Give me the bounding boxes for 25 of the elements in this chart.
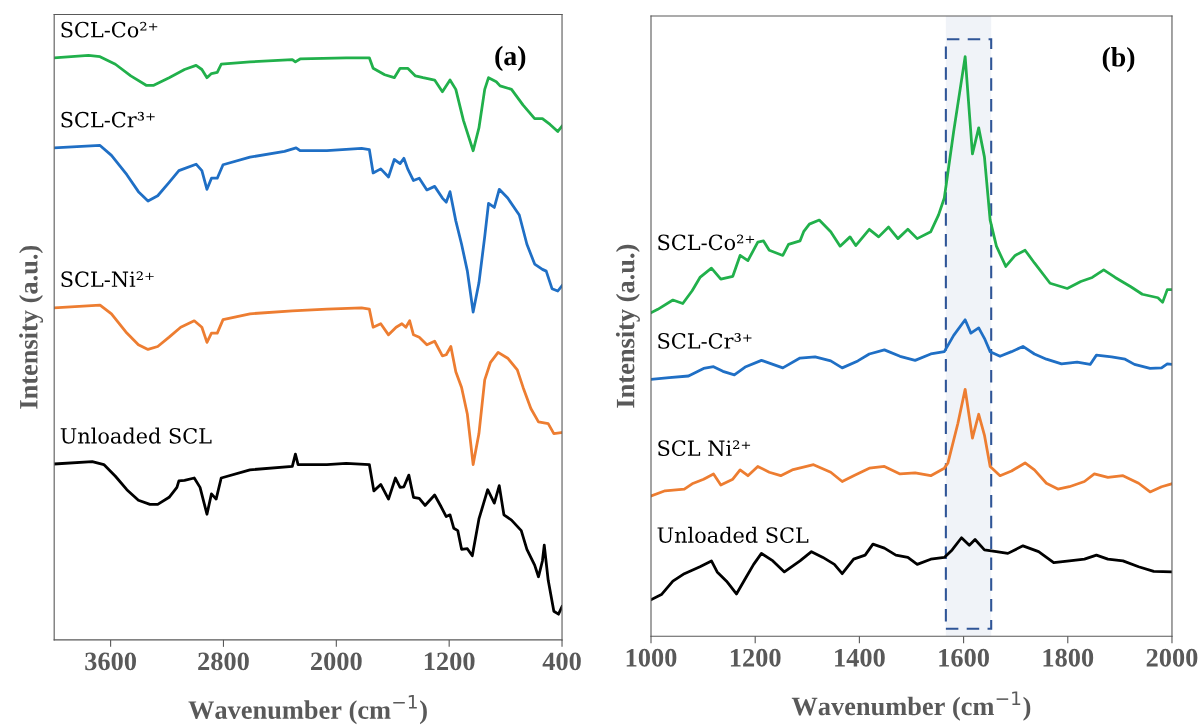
x-axis-title: Wavenumber (cm$^{−1}$)	[188, 695, 427, 725]
x-tick-label: 3600	[85, 652, 136, 671]
x-tick-label: 1800	[1043, 648, 1094, 667]
series-label: SCL-Ni²⁺	[61, 271, 154, 288]
series-label: SCL Ni²⁺	[658, 440, 751, 457]
series-label: Unloaded SCL	[657, 526, 809, 543]
chart-title: (a)	[495, 45, 526, 72]
x-axis-title: Wavenumber (cm$^{−1}$)	[791, 691, 1031, 721]
y-axis-title: Intensity (a.u.)	[615, 244, 640, 408]
chart-title: (b)	[1102, 47, 1135, 73]
series-label: SCL-Cr³⁺	[658, 333, 752, 349]
x-tick-label: 2000	[1146, 648, 1198, 667]
x-tick-label: 400	[542, 652, 581, 671]
series-label: SCL-Co²⁺	[658, 234, 755, 251]
series-label: SCL-Co²⁺	[61, 21, 158, 38]
x-tick-label: 1200	[730, 648, 781, 667]
x-tick-label: 1000	[626, 648, 677, 667]
x-tick-label: 2000	[311, 652, 362, 671]
x-tick-label: 1600	[939, 648, 989, 667]
x-tick-label: 1200	[424, 652, 475, 671]
series-label: Unloaded SCL	[60, 427, 212, 444]
x-tick-label: 2800	[198, 652, 249, 671]
series-label: SCL-Cr³⁺	[61, 111, 155, 128]
x-tick-label: 1400	[835, 648, 885, 667]
y-axis-title: Intensity (a.u.)	[19, 245, 44, 409]
